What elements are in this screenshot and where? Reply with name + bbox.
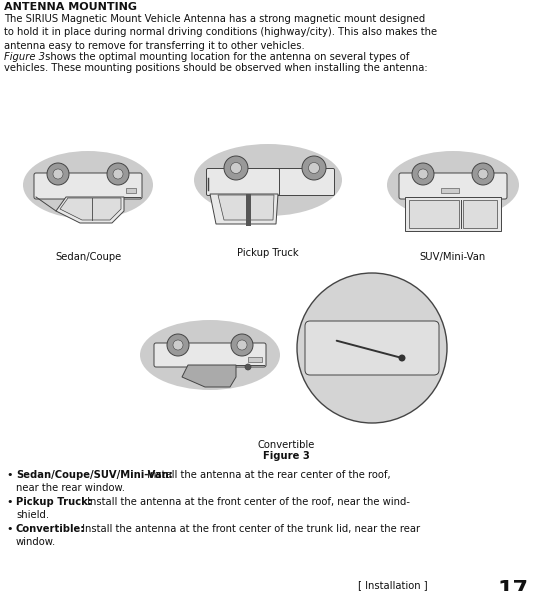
Polygon shape — [218, 195, 274, 220]
Text: Sedan/Coupe/SUV/Mini-Van:: Sedan/Coupe/SUV/Mini-Van: — [16, 470, 173, 480]
Ellipse shape — [23, 151, 153, 219]
Text: shows the optimal mounting location for the antenna on several types of: shows the optimal mounting location for … — [42, 52, 409, 62]
Text: near the rear window.: near the rear window. — [16, 483, 125, 493]
Bar — [248, 357, 262, 362]
Bar — [463, 200, 497, 228]
Circle shape — [47, 163, 69, 185]
Circle shape — [472, 163, 494, 185]
Circle shape — [237, 340, 247, 350]
Circle shape — [412, 163, 434, 185]
Circle shape — [309, 163, 320, 174]
FancyBboxPatch shape — [399, 173, 507, 199]
Polygon shape — [405, 197, 501, 231]
Text: •: • — [6, 470, 13, 480]
Text: Install the antenna at the front center of the roof, near the wind-: Install the antenna at the front center … — [84, 497, 410, 507]
Bar — [126, 188, 136, 193]
Ellipse shape — [194, 144, 342, 216]
FancyBboxPatch shape — [272, 168, 335, 196]
FancyBboxPatch shape — [34, 173, 142, 199]
Circle shape — [107, 163, 129, 185]
Circle shape — [173, 340, 183, 350]
Ellipse shape — [387, 151, 519, 219]
Circle shape — [167, 334, 189, 356]
Circle shape — [399, 355, 405, 362]
Circle shape — [418, 169, 428, 179]
Text: •: • — [6, 497, 13, 507]
Text: Figure 3: Figure 3 — [4, 52, 45, 62]
Text: Figure 3: Figure 3 — [263, 451, 309, 461]
Text: Install the antenna at the front center of the trunk lid, near the rear: Install the antenna at the front center … — [79, 524, 420, 534]
Bar — [409, 200, 459, 228]
Text: Convertible: Convertible — [257, 440, 315, 450]
Text: [ Installation ]: [ Installation ] — [358, 580, 427, 590]
Text: window.: window. — [16, 537, 56, 547]
Circle shape — [53, 169, 63, 179]
Text: •: • — [6, 524, 13, 534]
Text: ANTENNA MOUNTING: ANTENNA MOUNTING — [4, 2, 137, 12]
Circle shape — [302, 156, 326, 180]
Circle shape — [224, 156, 248, 180]
Polygon shape — [56, 197, 124, 223]
Ellipse shape — [140, 320, 280, 390]
Text: Install the antenna at the rear center of the roof,: Install the antenna at the rear center o… — [144, 470, 390, 480]
Bar — [246, 194, 251, 226]
Text: Sedan/Coupe: Sedan/Coupe — [55, 252, 121, 262]
Circle shape — [245, 364, 251, 370]
Circle shape — [113, 169, 123, 179]
FancyBboxPatch shape — [154, 343, 266, 367]
FancyBboxPatch shape — [206, 168, 279, 196]
Text: The SIRIUS Magnetic Mount Vehicle Antenna has a strong magnetic mount designed
t: The SIRIUS Magnetic Mount Vehicle Antenn… — [4, 14, 437, 51]
Text: Pickup Truck: Pickup Truck — [237, 248, 299, 258]
Text: Pickup Truck:: Pickup Truck: — [16, 497, 92, 507]
Text: SUV/Mini-Van: SUV/Mini-Van — [420, 252, 486, 262]
Text: Convertible:: Convertible: — [16, 524, 85, 534]
Circle shape — [231, 334, 253, 356]
Text: shield.: shield. — [16, 510, 49, 520]
FancyBboxPatch shape — [305, 321, 439, 375]
Polygon shape — [60, 198, 121, 220]
Polygon shape — [210, 194, 278, 224]
Text: vehicles. These mounting positions should be observed when installing the antenn: vehicles. These mounting positions shoul… — [4, 63, 427, 73]
Bar — [441, 188, 459, 193]
Circle shape — [231, 163, 242, 174]
Circle shape — [297, 273, 447, 423]
Polygon shape — [182, 365, 236, 387]
Text: 17: 17 — [498, 580, 529, 591]
Circle shape — [478, 169, 488, 179]
